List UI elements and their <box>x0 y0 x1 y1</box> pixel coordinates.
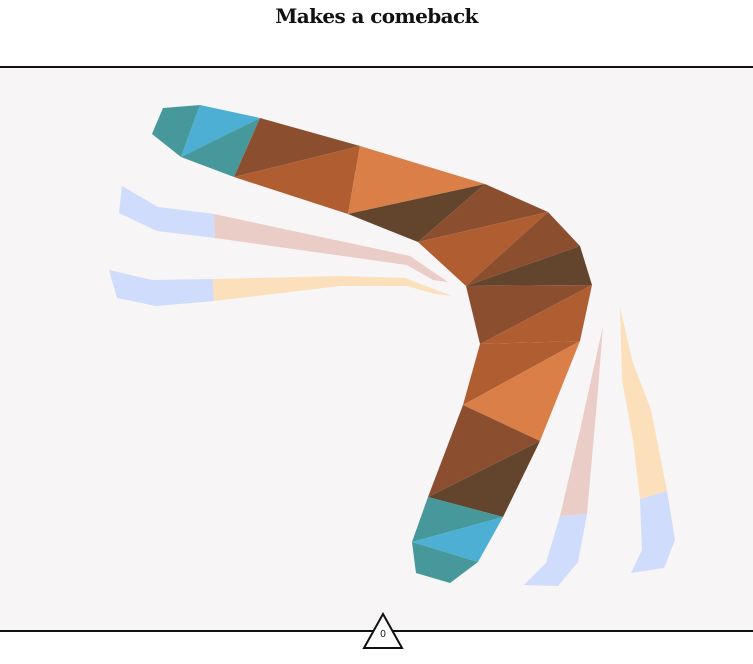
play-area[interactable] <box>0 68 753 630</box>
play-area-canvas <box>109 105 675 586</box>
motion-trail-icon <box>524 326 603 586</box>
motion-trail-icon <box>109 270 452 306</box>
header-bar: Makes a comeback <box>0 0 753 68</box>
motion-trail-icon <box>119 186 448 282</box>
score-counter: 0 <box>362 612 404 650</box>
page-title: Makes a comeback <box>275 4 478 28</box>
triangle-icon <box>362 612 404 649</box>
score-value: 0 <box>380 629 386 640</box>
boomerang-icon[interactable] <box>152 105 592 583</box>
motion-trail-icon <box>620 307 675 573</box>
